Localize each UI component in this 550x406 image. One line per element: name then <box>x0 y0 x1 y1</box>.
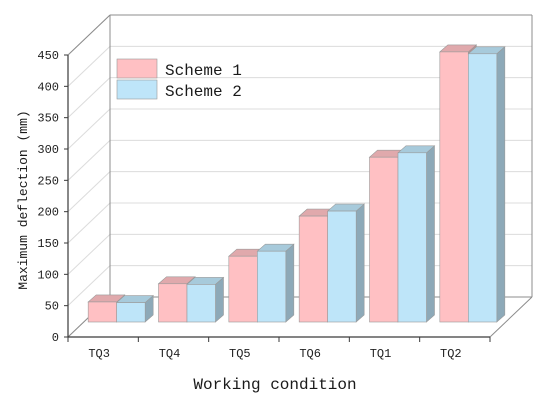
bar-front-face <box>186 284 216 323</box>
bar-scheme-2-tq2 <box>467 46 506 323</box>
gridline-side-wall <box>67 233 111 275</box>
side-wall-top-edge <box>67 14 111 56</box>
bar-scheme-2-tq5 <box>256 243 295 323</box>
legend-swatch-scheme-2 <box>116 79 158 100</box>
y-tick-label: 200 <box>37 206 59 220</box>
legend-label-scheme-2: Scheme 2 <box>165 83 242 101</box>
gridline-side-wall <box>67 108 111 150</box>
bar-front-face <box>397 152 427 323</box>
y-tick-label: 150 <box>37 237 59 251</box>
y-tick-label: 50 <box>45 300 59 314</box>
bar-side-face <box>355 203 365 323</box>
y-tick-label: 350 <box>37 112 59 126</box>
x-axis: TQ3 TQ4 TQ5 TQ6 TQ1 TQ2 <box>67 336 491 361</box>
x-axis-title: Working condition <box>193 376 356 394</box>
bar-scheme-2-tq4 <box>186 276 225 323</box>
x-tick-label: TQ6 <box>299 347 321 361</box>
legend: Scheme 1 Scheme 2 <box>116 58 242 101</box>
gridline-side-wall <box>67 265 111 307</box>
bar-front-face <box>87 301 117 323</box>
right-floor-edge <box>489 296 533 338</box>
bar-front-face <box>158 283 188 323</box>
bar-scheme-2-tq1 <box>397 145 436 323</box>
bars <box>87 44 506 323</box>
bar-side-face <box>426 145 435 323</box>
bar-front-face <box>369 156 399 323</box>
y-tick-label: 450 <box>37 49 59 63</box>
gridline-side-wall <box>67 45 111 87</box>
y-tick-label: 100 <box>37 268 59 282</box>
legend-label-scheme-1: Scheme 1 <box>165 62 242 80</box>
bar-scheme-2-tq3 <box>115 294 154 323</box>
x-tick-label: TQ1 <box>370 347 392 361</box>
y-tick-label: 250 <box>37 174 59 188</box>
bar-front-face <box>327 210 357 323</box>
bar-front-face <box>468 53 498 323</box>
y-tick-label: 300 <box>37 143 59 157</box>
bar-front-face <box>228 255 258 323</box>
gridline-side-wall <box>67 202 111 244</box>
x-tick-label: TQ5 <box>229 347 251 361</box>
bar-front-face <box>298 215 328 323</box>
gridline-side-wall <box>67 171 111 213</box>
bar-front-face <box>257 250 287 323</box>
bar-side-face <box>496 46 506 323</box>
bar-scheme-2-tq6 <box>326 203 365 323</box>
y-tick-label: 0 <box>52 331 59 345</box>
y-tick-label: 400 <box>37 80 59 94</box>
y-axis-title: Maximum deflection (mm) <box>16 110 31 289</box>
gridline-side-wall <box>67 77 111 119</box>
y-axis: 0 50 100 150 200 250 300 350 400 450 <box>37 49 69 345</box>
legend-swatch-scheme-1 <box>116 58 158 79</box>
x-tick-label: TQ3 <box>88 347 110 361</box>
x-tick-label: TQ2 <box>440 347 462 361</box>
bar-front-face <box>116 302 146 323</box>
x-tick-label: TQ4 <box>159 347 181 361</box>
bar-side-face <box>215 276 224 323</box>
bar-front-face <box>439 51 469 323</box>
bar-side-face <box>285 243 295 323</box>
gridline-side-wall <box>67 139 111 181</box>
